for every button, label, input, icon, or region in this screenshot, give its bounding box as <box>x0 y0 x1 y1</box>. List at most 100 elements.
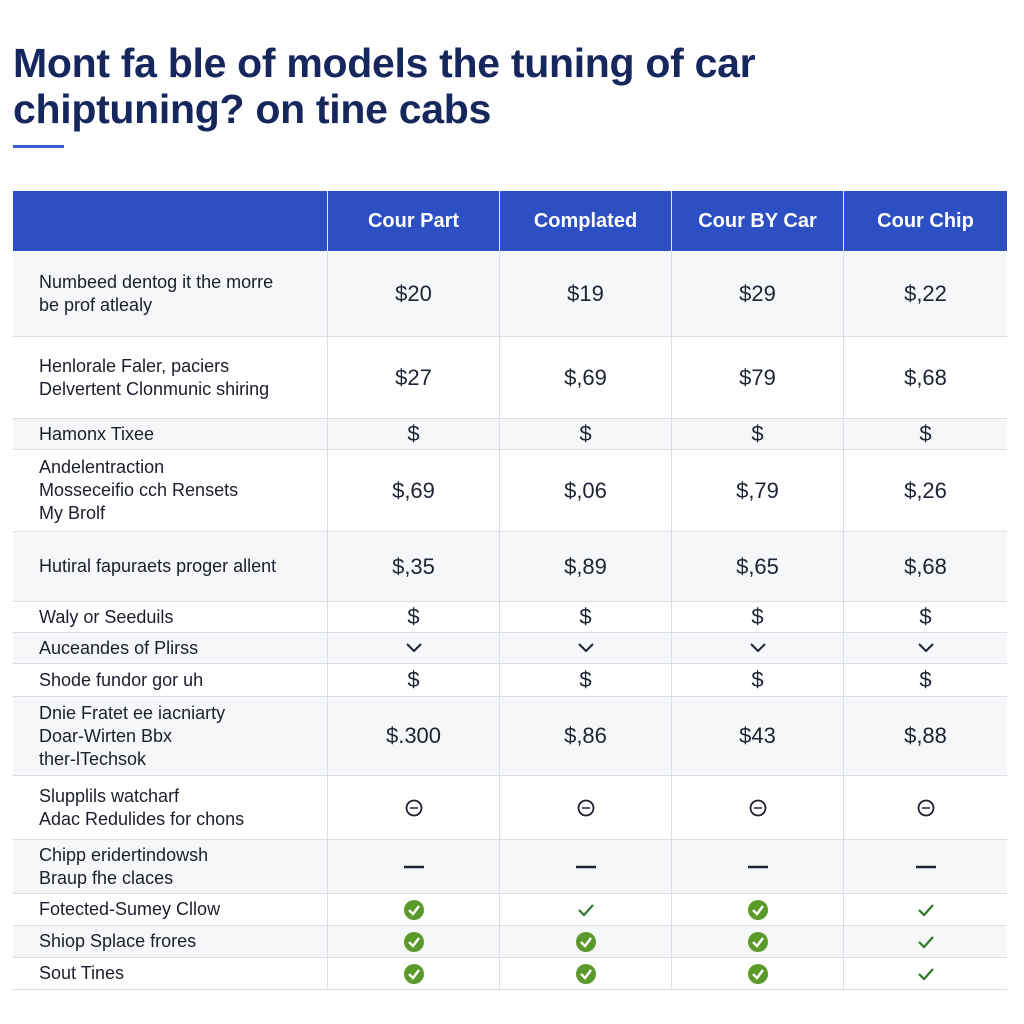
table-row: Numbeed dentog it the morre be prof atlea… <box>13 251 1007 337</box>
table-cell: $ <box>843 602 1007 632</box>
header-blank <box>13 191 327 251</box>
column-header: Cour BY Car <box>671 191 843 251</box>
icon-cell <box>843 926 1007 957</box>
row-label: Hamonx Tixee <box>39 419 154 449</box>
table-cell: $ <box>327 602 499 632</box>
icon-cell <box>499 633 671 663</box>
row-label-line: Auceandes of Plirss <box>39 637 199 658</box>
table-cell: $29 <box>671 251 843 336</box>
icon-cell <box>499 926 671 957</box>
table-cell: $,86 <box>499 697 671 775</box>
row-label: Hutiral fapuraets proger allent <box>39 532 276 601</box>
table-cell: $,06 <box>499 450 671 531</box>
row-label: Slupplils watcharf Adac Redulides for cho… <box>39 776 244 839</box>
icon-cell <box>327 840 499 893</box>
table-cell: $20 <box>327 251 499 336</box>
row-label-line: Adac Redulides for chons <box>39 808 245 829</box>
row-label: Andelentraction Mosseceifio cch Rensets My… <box>39 450 238 531</box>
table-cell: $,68 <box>843 532 1007 601</box>
icon-cell <box>499 958 671 989</box>
icon-cell <box>843 776 1007 839</box>
table-cell: $,65 <box>671 532 843 601</box>
row-label-line: Shiop Splace frores <box>39 931 197 951</box>
row-label-line: Sout Tines <box>39 963 125 983</box>
table-row: Sout Tines <box>13 958 1007 990</box>
table-row: Waly or Seeduils $ $ $ $ <box>13 602 1007 633</box>
row-label-line: Slupplils watcharf <box>39 785 180 806</box>
table-cell: $,26 <box>843 450 1007 531</box>
row-label-line: Andelentraction <box>39 457 165 477</box>
icon-cell <box>671 840 843 893</box>
row-label-line: be prof atlealy <box>39 294 153 315</box>
table-cell: $ <box>327 419 499 449</box>
row-label: Henlorale Faler, paciers Delvertent Clonm… <box>39 337 269 418</box>
table-cell: $,22 <box>843 251 1007 336</box>
icon-cell <box>327 926 499 957</box>
column-header: Cour Chip <box>843 191 1007 251</box>
table-row: Auceandes of Plirss <box>13 633 1007 664</box>
table-row: Dnie Fratet ee iacniarty Doar-Wirten Bbx t… <box>13 697 1007 776</box>
row-label-line: Hutiral fapuraets proger allent <box>39 556 277 576</box>
table-row: Hamonx Tixee $ $ $ $ <box>13 419 1007 450</box>
icon-cell <box>843 958 1007 989</box>
table-cell: $19 <box>499 251 671 336</box>
icon-cell <box>843 894 1007 925</box>
row-label-line: Hamonx Tixee <box>39 423 155 444</box>
title-underline <box>13 145 64 148</box>
row-label-line: Fotected-Sumey Cllow <box>39 899 221 919</box>
table-row: Slupplils watcharf Adac Redulides for cho… <box>13 776 1007 840</box>
icon-cell <box>671 894 843 925</box>
icon-cell <box>671 633 843 663</box>
row-label: Numbeed dentog it the morre be prof atlea… <box>39 251 273 336</box>
icon-cell <box>499 840 671 893</box>
row-label-line: ther-lTechsok <box>39 748 147 769</box>
table-row: Chipp eridertindowsh Braup fhe claces <box>13 840 1007 894</box>
title: Mont fa ble of models the tuning of car … <box>13 40 756 132</box>
icon-cell <box>327 776 499 839</box>
icon-cell <box>843 840 1007 893</box>
table-row: Hutiral fapuraets proger allent $,35 $,89 $… <box>13 532 1007 602</box>
table-cell: $,69 <box>499 337 671 418</box>
row-label-line: Chipp eridertindowsh <box>39 844 209 865</box>
row-label-line: Dnie Fratet ee iacniarty <box>39 702 226 723</box>
table-cell: $ <box>671 602 843 632</box>
icon-cell <box>327 633 499 663</box>
table-cell: $.300 <box>327 697 499 775</box>
table-row: Shiop Splace frores <box>13 926 1007 958</box>
row-label-line: Braup fhe claces <box>39 867 174 888</box>
column-header: Cour Part <box>327 191 499 251</box>
icon-cell <box>843 633 1007 663</box>
row-label-line: Doar-Wirten Bbx <box>39 725 173 746</box>
row-label: Auceandes of Plirss <box>39 633 198 663</box>
table-cell: $ <box>843 419 1007 449</box>
table-row: Henlorale Faler, paciers Delvertent Clonm… <box>13 337 1007 419</box>
row-label-line: Numbeed dentog it the morre <box>39 271 274 292</box>
row-label: Dnie Fratet ee iacniarty Doar-Wirten Bbx t… <box>39 697 225 775</box>
table-cell: $79 <box>671 337 843 418</box>
row-label-line: Delvertent Clonmunic shiring <box>39 378 270 399</box>
table-cell: $ <box>671 664 843 696</box>
row-label: Chipp eridertindowsh Braup fhe claces <box>39 840 208 893</box>
row-label: Shode fundor gor uh <box>39 664 203 696</box>
table-cell: $,89 <box>499 532 671 601</box>
row-label-line: My Brolf <box>39 503 106 523</box>
table-cell: $,69 <box>327 450 499 531</box>
table-cell: $,35 <box>327 532 499 601</box>
row-label-line: Shode fundor gor uh <box>39 669 204 690</box>
table-row: Fotected-Sumey Cllow <box>13 894 1007 926</box>
table-row: Andelentraction Mosseceifio cch Rensets My… <box>13 450 1007 532</box>
title-line: Mont fa ble of models the tuning of car <box>13 40 756 86</box>
icon-cell <box>671 776 843 839</box>
table-cell: $43 <box>671 697 843 775</box>
row-label: Fotected-Sumey Cllow <box>39 894 220 925</box>
row-label-line: Henlorale Faler, paciers <box>39 355 230 376</box>
icon-cell <box>327 958 499 989</box>
table-cell: $ <box>327 664 499 696</box>
table-cell: $ <box>499 419 671 449</box>
icon-cell <box>671 926 843 957</box>
row-label: Waly or Seeduils <box>39 602 173 632</box>
table-cell: $ <box>499 664 671 696</box>
table-cell: $,79 <box>671 450 843 531</box>
icon-cell <box>327 894 499 925</box>
table-cell: $,68 <box>843 337 1007 418</box>
